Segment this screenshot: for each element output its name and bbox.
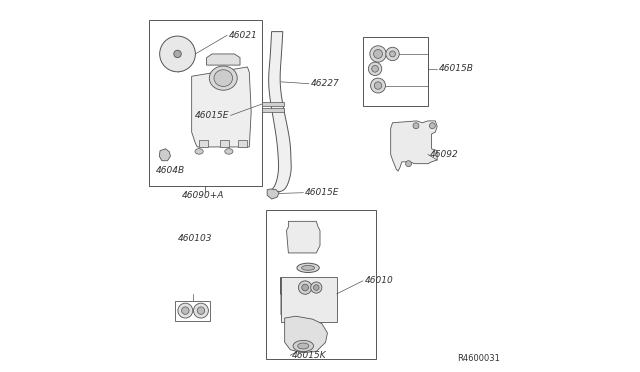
Bar (199, 140, 209, 147)
Ellipse shape (195, 148, 203, 154)
Circle shape (159, 36, 195, 72)
Polygon shape (159, 149, 170, 161)
Circle shape (429, 123, 435, 129)
Circle shape (193, 303, 209, 318)
Circle shape (370, 46, 386, 62)
Text: 46092: 46092 (429, 150, 458, 159)
Bar (238, 140, 248, 147)
Circle shape (197, 307, 205, 314)
Ellipse shape (225, 148, 233, 154)
Text: 46015K: 46015K (292, 351, 327, 360)
Circle shape (302, 284, 308, 291)
Bar (281, 277, 337, 322)
Text: 46021: 46021 (229, 31, 258, 40)
Bar (363, 37, 428, 106)
Text: 46015E: 46015E (305, 188, 340, 197)
Bar (175, 301, 211, 321)
Circle shape (374, 49, 383, 58)
Text: 46090+A: 46090+A (182, 191, 224, 200)
Bar (220, 140, 229, 147)
Ellipse shape (214, 70, 232, 86)
Bar (262, 102, 284, 106)
Circle shape (406, 161, 412, 167)
Text: 46227: 46227 (310, 79, 339, 88)
Circle shape (182, 307, 189, 314)
Polygon shape (285, 316, 328, 353)
Circle shape (310, 282, 322, 293)
Bar (266, 210, 376, 359)
Polygon shape (281, 277, 337, 321)
Text: 460103: 460103 (178, 234, 212, 243)
Text: R4600031: R4600031 (458, 354, 500, 363)
Circle shape (371, 78, 385, 93)
Circle shape (372, 65, 378, 72)
Circle shape (369, 62, 381, 76)
Polygon shape (207, 54, 240, 65)
Circle shape (298, 281, 312, 294)
Text: 46010: 46010 (365, 276, 394, 285)
Circle shape (374, 82, 381, 89)
Circle shape (386, 47, 399, 61)
Polygon shape (287, 221, 320, 253)
Ellipse shape (298, 343, 309, 349)
Polygon shape (191, 67, 251, 147)
Circle shape (174, 50, 181, 58)
Circle shape (390, 51, 396, 57)
Polygon shape (390, 121, 437, 171)
Circle shape (413, 123, 419, 129)
Circle shape (314, 285, 319, 290)
Text: 4604B: 4604B (156, 166, 185, 175)
Polygon shape (267, 189, 279, 199)
Text: 46015E: 46015E (195, 111, 229, 120)
Bar (262, 108, 284, 112)
Ellipse shape (301, 265, 315, 270)
Ellipse shape (293, 340, 314, 352)
Circle shape (178, 303, 193, 318)
Text: 46015B: 46015B (439, 64, 474, 73)
Ellipse shape (209, 66, 237, 90)
Ellipse shape (297, 263, 319, 272)
Bar (149, 20, 262, 186)
Polygon shape (268, 32, 291, 192)
